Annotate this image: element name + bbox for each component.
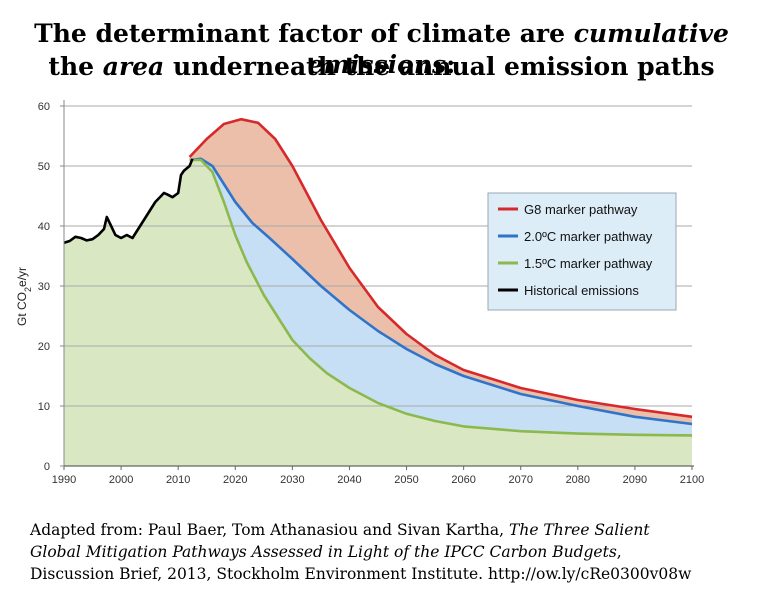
x-tick-label-2050: 2050: [394, 474, 418, 486]
y-tick-label-20: 20: [38, 341, 50, 353]
y-tick-labels: 0 10 20 30 40 50 60: [38, 101, 50, 473]
line-1-5c: [189, 158, 693, 437]
y-tick-label-60: 60: [38, 101, 50, 113]
chart-title-line-1: The determinant factor of climate are cu…: [34, 19, 729, 79]
area-fills: [64, 119, 692, 467]
gridlines: [64, 105, 692, 407]
area-g8: [189, 119, 692, 424]
source-caption-line-3: Discussion Brief, 2013, Stockholm Enviro…: [30, 565, 692, 583]
y-tick-label-40: 40: [38, 221, 50, 233]
legend-label-3: Historical emissions: [524, 283, 639, 298]
legend-label-2: 1.5ºC marker pathway: [524, 256, 653, 271]
axes: [60, 100, 694, 470]
x-tick-label-2030: 2030: [280, 474, 304, 486]
x-tick-labels: 1990 2000 2010 2020 2030 2040 2050 2060 2070 2080…: [52, 474, 704, 486]
y-tick-label-30: 30: [38, 281, 50, 293]
x-tick-label-2100: 2100: [680, 474, 704, 486]
source-caption-line-1: Adapted from: Paul Baer, Tom Athanasiou …: [30, 521, 650, 539]
area-2-0c: [189, 158, 692, 436]
x-tick-label-2020: 2020: [223, 474, 247, 486]
x-tick-label-2040: 2040: [337, 474, 361, 486]
legend-label-0: G8 marker pathway: [524, 202, 638, 217]
y-axis-label: Gt CO2e/yr: [15, 267, 33, 326]
legend: G8 marker pathway 2.0ºC marker pathway 1.5…: [487, 192, 677, 311]
y-tick-label-50: 50: [38, 161, 50, 173]
x-tick-label-2080: 2080: [566, 474, 590, 486]
x-tick-label-2090: 2090: [623, 474, 647, 486]
y-tick-label-0: 0: [44, 461, 50, 473]
x-tick-label-2060: 2060: [451, 474, 475, 486]
x-tick-label-1990: 1990: [52, 474, 76, 486]
x-tick-label-2070: 2070: [508, 474, 532, 486]
line-historical: [63, 158, 194, 245]
legend-box: [487, 192, 677, 311]
line-g8: [188, 117, 693, 419]
y-tick-label-10: 10: [38, 401, 50, 413]
source-caption-line-2: Global Mitigation Pathways Assessed in L…: [30, 543, 622, 561]
series-lines: [63, 117, 693, 437]
emissions-chart: 1990 2000 2010 2020 2030 2040 2050 2060 2070 2080…: [15, 100, 704, 486]
x-tick-label-2010: 2010: [166, 474, 190, 486]
chart-title-line-2: the area underneath the annual emission …: [48, 52, 715, 81]
line-2-0c: [189, 157, 693, 426]
legend-label-1: 2.0ºC marker pathway: [524, 229, 653, 244]
x-tick-label-2000: 2000: [109, 474, 133, 486]
area-1-5c: [64, 158, 692, 467]
